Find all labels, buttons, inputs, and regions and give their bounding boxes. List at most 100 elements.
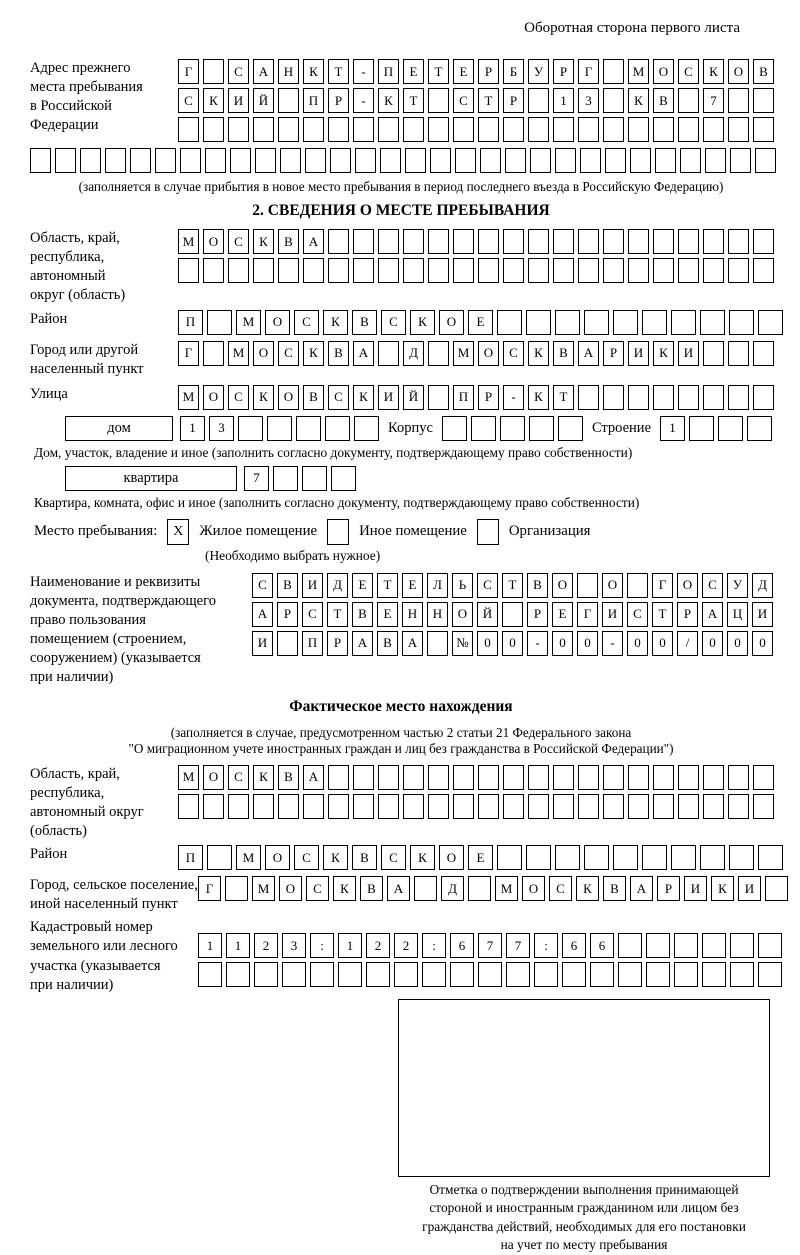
char-box[interactable] [700,309,725,335]
char-box[interactable] [203,117,224,142]
char-box[interactable] [753,258,774,283]
char-box[interactable] [528,415,554,441]
char-box[interactable]: П [378,59,399,84]
char-box[interactable] [753,117,774,142]
char-box[interactable]: В [603,876,626,901]
char-box[interactable] [422,962,446,988]
char-box[interactable] [674,933,698,959]
char-box[interactable] [405,148,426,173]
char-box[interactable] [747,415,772,441]
char-box[interactable] [178,117,199,142]
char-box[interactable]: О [278,384,299,410]
char-box[interactable]: Е [468,309,493,335]
char-box[interactable] [428,340,449,366]
char-box[interactable]: Р [478,59,499,84]
char-box[interactable]: М [252,876,275,901]
char-box[interactable] [503,764,524,790]
char-box[interactable]: К [653,340,674,366]
char-box[interactable] [328,258,349,283]
char-box[interactable] [453,793,474,819]
char-box[interactable] [378,117,399,142]
char-box[interactable] [228,258,249,283]
char-box[interactable]: И [378,384,399,410]
char-box[interactable]: И [302,572,323,598]
char-box[interactable] [497,845,522,870]
char-box[interactable]: В [278,764,299,790]
char-box[interactable]: О [279,876,302,901]
char-box[interactable] [534,962,558,988]
char-box[interactable] [642,309,667,335]
char-box[interactable]: А [578,340,599,366]
char-box[interactable]: 6 [562,933,586,959]
char-box[interactable] [702,933,726,959]
char-box[interactable]: Д [327,572,348,598]
char-box[interactable]: К [628,88,649,113]
char-box[interactable]: О [677,572,698,598]
char-box[interactable]: М [228,340,249,366]
char-box[interactable] [526,309,551,335]
char-box[interactable] [553,764,574,790]
char-box[interactable] [331,465,356,491]
char-box[interactable]: П [302,630,323,656]
char-box[interactable] [105,148,126,173]
char-box[interactable] [430,148,451,173]
char-box[interactable] [528,258,549,283]
char-box[interactable]: 0 [652,630,673,656]
char-box[interactable]: С [228,59,249,84]
char-box[interactable]: Л [427,572,448,598]
char-box[interactable] [505,148,526,173]
char-box[interactable] [303,117,324,142]
char-box[interactable]: В [753,59,774,84]
char-box[interactable]: 1 [338,933,362,959]
char-box[interactable]: С [178,88,199,113]
char-box[interactable] [555,309,580,335]
char-box[interactable]: С [453,88,474,113]
residential-checkbox[interactable]: X [167,518,190,545]
char-box[interactable]: 7 [506,933,530,959]
char-box[interactable] [280,148,301,173]
char-box[interactable]: С [294,845,319,870]
char-box[interactable] [603,229,624,254]
char-box[interactable] [355,148,376,173]
char-box[interactable] [478,962,502,988]
char-box[interactable]: В [653,88,674,113]
char-box[interactable]: К [303,59,324,84]
char-box[interactable] [267,415,293,441]
char-box[interactable]: 7 [703,88,724,113]
char-box[interactable]: И [228,88,249,113]
char-box[interactable]: И [678,340,699,366]
char-box[interactable]: Т [502,572,523,598]
char-box[interactable] [702,962,726,988]
char-box[interactable]: С [381,309,406,335]
char-box[interactable] [353,229,374,254]
char-box[interactable]: 2 [366,933,390,959]
char-box[interactable] [703,258,724,283]
char-box[interactable] [678,88,699,113]
char-box[interactable] [378,764,399,790]
char-box[interactable]: Е [402,572,423,598]
char-box[interactable]: Р [677,601,698,627]
char-box[interactable]: Н [402,601,423,627]
char-box[interactable] [590,962,614,988]
char-box[interactable]: 3 [209,415,235,441]
char-box[interactable] [403,793,424,819]
char-box[interactable]: В [352,845,377,870]
char-box[interactable]: О [265,845,290,870]
char-box[interactable]: М [453,340,474,366]
char-box[interactable] [728,793,749,819]
char-box[interactable]: М [236,845,261,870]
char-box[interactable] [603,59,624,84]
char-box[interactable] [628,793,649,819]
char-box[interactable]: П [178,309,203,335]
char-box[interactable]: 2 [254,933,278,959]
organization-checkbox[interactable] [476,518,499,545]
char-box[interactable] [427,630,448,656]
char-box[interactable] [478,764,499,790]
char-box[interactable] [303,793,324,819]
char-box[interactable]: Е [377,601,398,627]
char-box[interactable] [605,148,626,173]
char-box[interactable]: К [323,845,348,870]
char-box[interactable]: С [252,572,273,598]
char-box[interactable] [155,148,176,173]
char-box[interactable]: К [333,876,356,901]
